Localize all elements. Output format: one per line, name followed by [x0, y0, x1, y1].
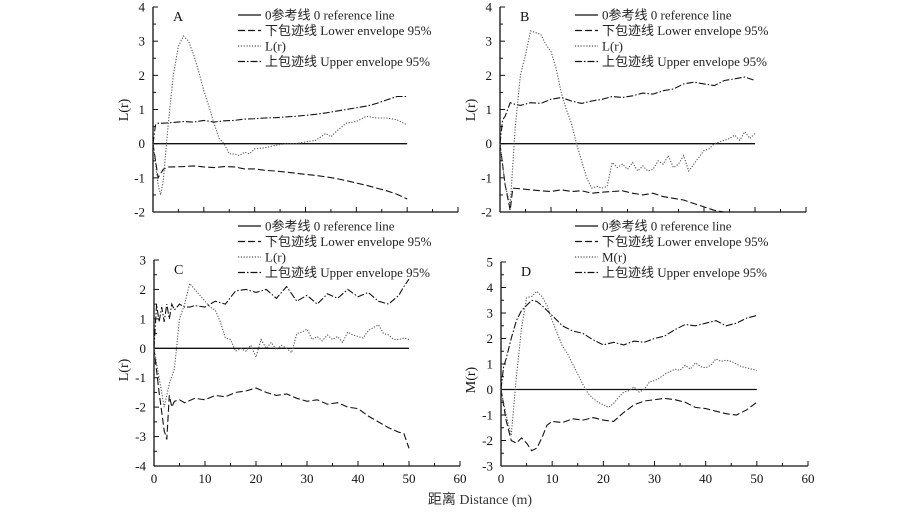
y-tick-label: -2 [482, 433, 493, 448]
panel-B: -2 -1 0 1 2 3 4 L(r) B 0参考线 0 reference line下包迹线 … [464, 0, 807, 220]
x-tick-label: 20 [597, 471, 610, 486]
x-tick-label: 10 [199, 471, 212, 486]
panel-D: 0 10 20 30 40 50 60 -3 -2 -1 0 1 2 3 4 5 M(r) D 0参考线 0 ref… [464, 219, 815, 487]
x-tick-label: 30 [648, 471, 661, 486]
legend-label: 上包迹线 Upper envelope 95% [265, 54, 430, 69]
panel-letter: A [173, 10, 184, 25]
y-tick-label: 1 [487, 357, 494, 372]
legend-label: L(r) [602, 39, 623, 54]
y-tick-label: 2 [140, 282, 147, 297]
x-tick-label: 20 [250, 471, 263, 486]
y-tick-label: 3 [487, 306, 494, 321]
y-tick-label: -3 [482, 459, 493, 474]
y-tick-label: -2 [134, 205, 145, 220]
series-line-dashdot [500, 299, 757, 390]
legend-label: 下包迹线 Lower envelope 95% [602, 234, 769, 249]
y-tick-label: 1 [139, 102, 146, 117]
legend-label: 上包迹线 Upper envelope 95% [265, 265, 430, 280]
legend-label: 0参考线 0 reference line [602, 219, 732, 234]
x-tick-label: 40 [352, 471, 365, 486]
x-axis-label: 距离 Distance (m) [427, 493, 533, 508]
legend-label: M(r) [602, 250, 627, 265]
y-tick-label: -1 [135, 370, 146, 385]
y-axis-label: L(r) [464, 98, 479, 121]
panel-C: 0 10 20 30 40 50 60 -4 -3 -2 -1 0 1 2 3 L(r) C 0参考线 0 ref… [117, 219, 467, 487]
y-tick-label: 0 [140, 341, 147, 356]
x-tick-label: 50 [403, 471, 416, 486]
y-tick-label: 3 [139, 34, 146, 49]
y-tick-label: 4 [139, 0, 146, 15]
legend-label: 下包迹线 Lower envelope 95% [602, 23, 769, 38]
y-tick-label: 4 [486, 0, 493, 15]
y-tick-label: -2 [481, 205, 492, 220]
series-line-dotted [152, 35, 408, 196]
y-tick-label: 2 [139, 68, 146, 83]
x-tick-label: 60 [802, 471, 815, 486]
y-tick-label: 2 [486, 68, 493, 83]
series-line-dashed [500, 389, 758, 452]
legend-label: 上包迹线 Upper envelope 95% [602, 265, 767, 280]
x-tick-label: 60 [454, 471, 467, 486]
y-axis-label: M(r) [464, 366, 479, 393]
y-tick-label: 5 [487, 255, 494, 270]
series-line-dashed [152, 143, 408, 200]
legend-label: 上包迹线 Upper envelope 95% [602, 54, 767, 69]
series-line-dashed [499, 143, 730, 213]
series-line-dotted [153, 282, 410, 408]
panel-A: -2 -1 0 1 2 3 4 L(r) A 0参考线 0 reference line下包迹线 … [117, 0, 459, 220]
y-tick-label: -4 [135, 459, 146, 474]
y-tick-label: -3 [135, 429, 146, 444]
legend-label: 0参考线 0 reference line [265, 8, 395, 23]
legend-label: 下包迹线 Lower envelope 95% [265, 234, 432, 249]
legend-label: 0参考线 0 reference line [265, 219, 395, 234]
x-tick-label: 40 [699, 471, 712, 486]
y-tick-label: 1 [140, 311, 147, 326]
panel-letter: D [521, 265, 531, 280]
y-tick-label: -1 [134, 170, 145, 185]
x-tick-label: 0 [498, 471, 505, 486]
y-tick-label: 1 [486, 102, 493, 117]
legend-label: L(r) [265, 39, 286, 54]
series-line-dashed [153, 348, 410, 449]
x-tick-label: 0 [151, 471, 158, 486]
y-tick-label: -1 [482, 408, 493, 423]
series-line-dotted [500, 290, 757, 436]
series-line-dotted [499, 30, 756, 206]
series-line-dashdot [153, 278, 410, 349]
y-tick-label: -2 [135, 400, 146, 415]
legend-label: L(r) [265, 250, 286, 265]
y-tick-label: 0 [139, 136, 146, 151]
y-tick-label: -1 [481, 170, 492, 185]
y-tick-label: 0 [487, 382, 494, 397]
x-tick-label: 50 [750, 471, 763, 486]
series-line-dashdot [499, 76, 756, 144]
x-tick-label: 30 [301, 471, 314, 486]
y-axis-label: L(r) [117, 98, 132, 121]
y-tick-label: 3 [486, 34, 493, 49]
legend-label: 0参考线 0 reference line [602, 8, 732, 23]
legend-label: 下包迹线 Lower envelope 95% [265, 23, 432, 38]
y-axis-label: L(r) [117, 358, 132, 381]
y-tick-label: 4 [487, 280, 494, 295]
x-tick-label: 10 [546, 471, 559, 486]
y-tick-label: 0 [486, 136, 493, 151]
series-line-dashdot [152, 95, 408, 144]
y-tick-label: 3 [140, 253, 147, 268]
panel-letter: C [174, 263, 183, 278]
y-tick-label: 2 [487, 331, 494, 346]
panel-letter: B [520, 10, 529, 25]
